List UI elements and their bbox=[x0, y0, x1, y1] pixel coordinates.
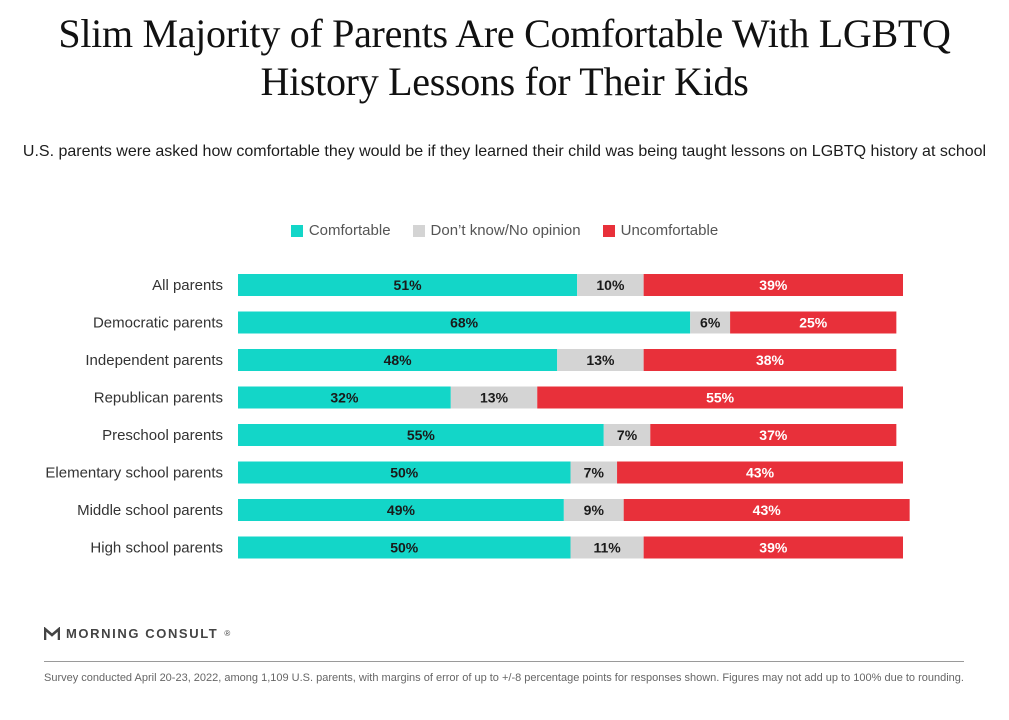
data-label-uncomfortable-middle-school-parents: 43% bbox=[753, 502, 782, 518]
bar-don-t-know-no-opinion-high-school-parents bbox=[570, 536, 644, 559]
data-label-uncomfortable-preschool-parents: 37% bbox=[759, 427, 788, 443]
bar-uncomfortable-preschool-parents bbox=[650, 424, 897, 446]
bar-comfortable-republican-parents bbox=[238, 386, 451, 409]
legend-item-no-opinion: Don’t know/No opinion bbox=[412, 222, 581, 239]
footnote: Survey conducted April 20-23, 2022, amon… bbox=[44, 672, 964, 684]
legend-swatch-no-opinion bbox=[412, 224, 425, 237]
bar-don-t-know-no-opinion-democratic-parents bbox=[690, 311, 731, 334]
data-label-don-t-know-no-opinion-preschool-parents: 7% bbox=[617, 427, 638, 443]
legend: Comfortable Don’t know/No opinion Uncomf… bbox=[0, 222, 1009, 239]
bar-comfortable-democratic-parents bbox=[238, 311, 691, 334]
bar-don-t-know-no-opinion-independent-parents bbox=[557, 349, 644, 371]
category-label-independent-parents: Independent parents bbox=[85, 352, 223, 369]
bar-uncomfortable-independent-parents bbox=[643, 349, 897, 371]
data-label-don-t-know-no-opinion-high-school-parents: 11% bbox=[593, 540, 621, 556]
bar-don-t-know-no-opinion-all-parents bbox=[577, 274, 644, 296]
data-label-comfortable-high-school-parents: 50% bbox=[390, 540, 419, 556]
chart-title: Slim Majority of Parents Are Comfortable… bbox=[58, 11, 951, 104]
brand-name: MORNING CONSULT bbox=[66, 626, 219, 641]
stacked-bar-chart: All parents 51% 10% 39% Democratic parents 68… bbox=[45, 274, 910, 559]
data-label-don-t-know-no-opinion-elementary-school-parents: 7% bbox=[584, 465, 605, 481]
data-label-uncomfortable-all-parents: 39% bbox=[759, 277, 788, 293]
data-label-comfortable-middle-school-parents: 49% bbox=[387, 502, 416, 518]
data-label-uncomfortable-republican-parents: 55% bbox=[706, 390, 735, 406]
bar-comfortable-preschool-parents bbox=[238, 424, 604, 446]
bar-comfortable-elementary-school-parents bbox=[238, 461, 571, 484]
bar-uncomfortable-high-school-parents bbox=[643, 536, 903, 559]
bar-uncomfortable-elementary-school-parents bbox=[617, 461, 903, 484]
data-label-don-t-know-no-opinion-middle-school-parents: 9% bbox=[584, 502, 605, 518]
category-label-republican-parents: Republican parents bbox=[94, 390, 223, 407]
data-label-uncomfortable-high-school-parents: 39% bbox=[759, 540, 788, 556]
category-label-all-parents: All parents bbox=[152, 277, 223, 294]
brand-logo: MORNING CONSULT ® bbox=[44, 626, 230, 641]
legend-label-no-opinion: Don’t know/No opinion bbox=[430, 222, 581, 239]
bar-comfortable-independent-parents bbox=[238, 349, 558, 371]
legend-item-uncomfortable: Uncomfortable bbox=[602, 222, 719, 239]
footer-divider bbox=[44, 661, 964, 662]
brand-registered-mark: ® bbox=[224, 629, 231, 638]
data-label-comfortable-preschool-parents: 55% bbox=[407, 427, 436, 443]
category-label-high-school-parents: High school parents bbox=[90, 540, 223, 557]
category-label-elementary-school-parents: Elementary school parents bbox=[45, 465, 223, 482]
bar-comfortable-middle-school-parents bbox=[238, 499, 564, 521]
data-label-uncomfortable-elementary-school-parents: 43% bbox=[746, 465, 775, 481]
data-label-comfortable-independent-parents: 48% bbox=[384, 352, 413, 368]
data-label-don-t-know-no-opinion-republican-parents: 13% bbox=[480, 390, 509, 406]
bar-don-t-know-no-opinion-elementary-school-parents bbox=[570, 461, 618, 484]
bar-comfortable-high-school-parents bbox=[238, 536, 571, 559]
data-label-comfortable-all-parents: 51% bbox=[394, 277, 423, 293]
data-label-comfortable-republican-parents: 32% bbox=[330, 390, 359, 406]
bar-don-t-know-no-opinion-middle-school-parents bbox=[563, 499, 624, 521]
legend-swatch-uncomfortable bbox=[602, 224, 615, 237]
legend-label-comfortable: Comfortable bbox=[308, 222, 391, 239]
data-label-uncomfortable-democratic-parents: 25% bbox=[799, 315, 828, 331]
bar-comfortable-all-parents bbox=[238, 274, 578, 296]
bar-uncomfortable-middle-school-parents bbox=[623, 499, 910, 521]
data-label-comfortable-elementary-school-parents: 50% bbox=[390, 465, 419, 481]
data-label-don-t-know-no-opinion-democratic-parents: 6% bbox=[700, 315, 721, 331]
data-label-don-t-know-no-opinion-all-parents: 10% bbox=[596, 277, 625, 293]
legend-item-comfortable: Comfortable bbox=[290, 222, 391, 239]
category-label-middle-school-parents: Middle school parents bbox=[77, 502, 223, 519]
bar-uncomfortable-all-parents bbox=[643, 274, 903, 296]
bar-don-t-know-no-opinion-preschool-parents bbox=[603, 424, 651, 446]
bar-uncomfortable-republican-parents bbox=[537, 386, 903, 409]
category-label-preschool-parents: Preschool parents bbox=[102, 427, 223, 444]
legend-swatch-comfortable bbox=[290, 224, 303, 237]
legend-label-uncomfortable: Uncomfortable bbox=[620, 222, 719, 239]
data-label-don-t-know-no-opinion-independent-parents: 13% bbox=[586, 352, 615, 368]
category-label-democratic-parents: Democratic parents bbox=[93, 315, 223, 332]
morning-consult-logo-icon bbox=[44, 626, 60, 640]
data-label-comfortable-democratic-parents: 68% bbox=[450, 315, 479, 331]
data-label-uncomfortable-independent-parents: 38% bbox=[756, 352, 785, 368]
chart-subtitle: U.S. parents were asked how comfortable … bbox=[22, 143, 987, 160]
bar-uncomfortable-democratic-parents bbox=[730, 311, 897, 334]
bar-don-t-know-no-opinion-republican-parents bbox=[450, 386, 538, 409]
